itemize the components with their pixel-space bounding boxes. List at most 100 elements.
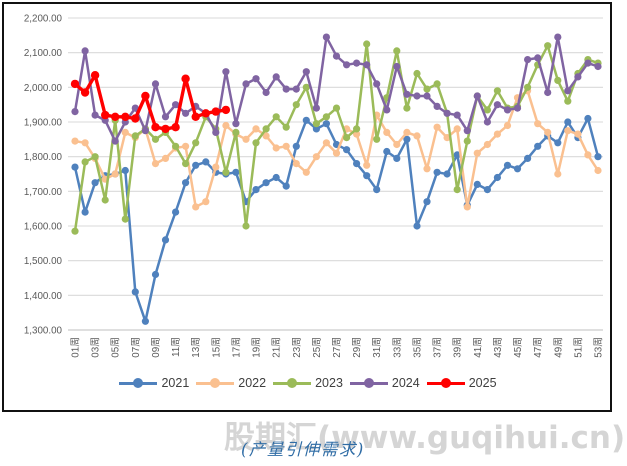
x-tick-label: 53周 xyxy=(593,337,605,358)
legend-dot xyxy=(210,378,221,388)
data-point xyxy=(353,125,361,133)
data-point xyxy=(282,85,290,93)
data-point xyxy=(242,135,250,143)
data-point xyxy=(453,111,461,119)
data-point xyxy=(443,170,451,178)
legend-label-2023: 2023 xyxy=(315,376,343,390)
y-tick-label: 1,300.00 xyxy=(24,326,63,337)
data-point xyxy=(584,114,592,123)
data-point xyxy=(524,154,532,162)
data-point xyxy=(141,127,149,135)
series-line-2025 xyxy=(73,73,228,131)
data-point xyxy=(101,196,109,204)
data-point xyxy=(71,137,79,145)
x-tick-label: 29周 xyxy=(351,337,363,358)
data-point xyxy=(423,198,431,206)
legend-item-2022: 2022 xyxy=(196,376,266,390)
y-tick-label: 2,200.00 xyxy=(24,14,63,25)
data-point xyxy=(272,144,280,152)
x-axis-labels: 01周 03周 05周 07周 09周 11周 13周 15周 17周 19周 21周 23周 25周 2… xyxy=(70,337,605,358)
data-point xyxy=(302,168,310,176)
legend-item-2021: 2021 xyxy=(119,376,189,390)
data-point xyxy=(312,120,320,128)
x-tick-label: 33周 xyxy=(391,337,403,358)
data-point xyxy=(473,92,481,100)
data-point xyxy=(172,101,180,109)
legend-label-2022: 2022 xyxy=(238,376,267,390)
data-point xyxy=(182,142,190,150)
data-point xyxy=(182,160,190,168)
data-point xyxy=(493,101,501,109)
legend-dot xyxy=(287,378,298,388)
x-tick-label: 01周 xyxy=(70,337,82,358)
x-tick-label: 17周 xyxy=(230,337,242,358)
data-point xyxy=(302,83,310,91)
data-point xyxy=(534,120,542,128)
data-point xyxy=(151,270,160,279)
data-point xyxy=(312,125,320,133)
data-point xyxy=(574,73,582,81)
data-point xyxy=(262,125,270,133)
data-point xyxy=(191,112,200,122)
data-point xyxy=(111,112,120,122)
data-point xyxy=(121,128,129,136)
x-tick-label: 45周 xyxy=(512,337,524,358)
data-point xyxy=(544,128,552,136)
data-point xyxy=(383,147,391,156)
data-point xyxy=(262,132,270,140)
data-point xyxy=(272,73,280,81)
data-point xyxy=(192,139,200,147)
data-point xyxy=(151,135,160,143)
data-point xyxy=(322,120,330,128)
data-point xyxy=(282,123,290,131)
y-tick-label: 1,800.00 xyxy=(24,152,63,163)
x-tick-label: 07周 xyxy=(130,337,142,358)
x-tick-label: 43周 xyxy=(492,337,504,358)
data-point xyxy=(80,88,90,97)
data-point xyxy=(574,130,582,138)
data-point xyxy=(564,87,572,95)
data-point xyxy=(292,85,300,93)
data-point xyxy=(403,135,411,143)
data-point xyxy=(182,109,190,117)
data-point xyxy=(544,42,552,50)
data-point xyxy=(524,56,532,64)
series-2024 xyxy=(71,33,602,145)
data-point xyxy=(483,140,491,149)
data-point xyxy=(322,113,330,121)
data-point xyxy=(373,186,381,194)
legend-dot xyxy=(440,378,451,388)
data-point xyxy=(463,203,471,211)
legend-item-2024: 2024 xyxy=(349,376,420,390)
data-point xyxy=(71,163,79,171)
x-tick-label: 15周 xyxy=(210,337,222,358)
data-point xyxy=(584,59,592,67)
data-point xyxy=(332,104,341,112)
data-point xyxy=(564,97,572,105)
data-point xyxy=(161,154,170,162)
data-point xyxy=(141,91,150,101)
data-point xyxy=(403,90,411,98)
x-tick-label: 39周 xyxy=(452,337,464,358)
data-point xyxy=(343,146,351,154)
data-point xyxy=(433,102,441,110)
data-point xyxy=(212,163,220,171)
x-tick-label: 51周 xyxy=(572,337,584,358)
data-point xyxy=(232,168,240,176)
data-point xyxy=(513,165,522,173)
data-point xyxy=(433,80,441,88)
data-point xyxy=(322,139,330,147)
data-point xyxy=(373,135,381,143)
data-point xyxy=(353,59,361,67)
data-point xyxy=(353,160,361,168)
data-point xyxy=(363,40,371,48)
data-point xyxy=(312,153,320,161)
data-point xyxy=(172,208,180,216)
data-point xyxy=(202,198,210,206)
data-point xyxy=(322,33,330,41)
data-point xyxy=(151,123,160,132)
legend-marker-2025 xyxy=(426,378,465,388)
data-point xyxy=(393,47,401,55)
data-point xyxy=(302,68,310,76)
